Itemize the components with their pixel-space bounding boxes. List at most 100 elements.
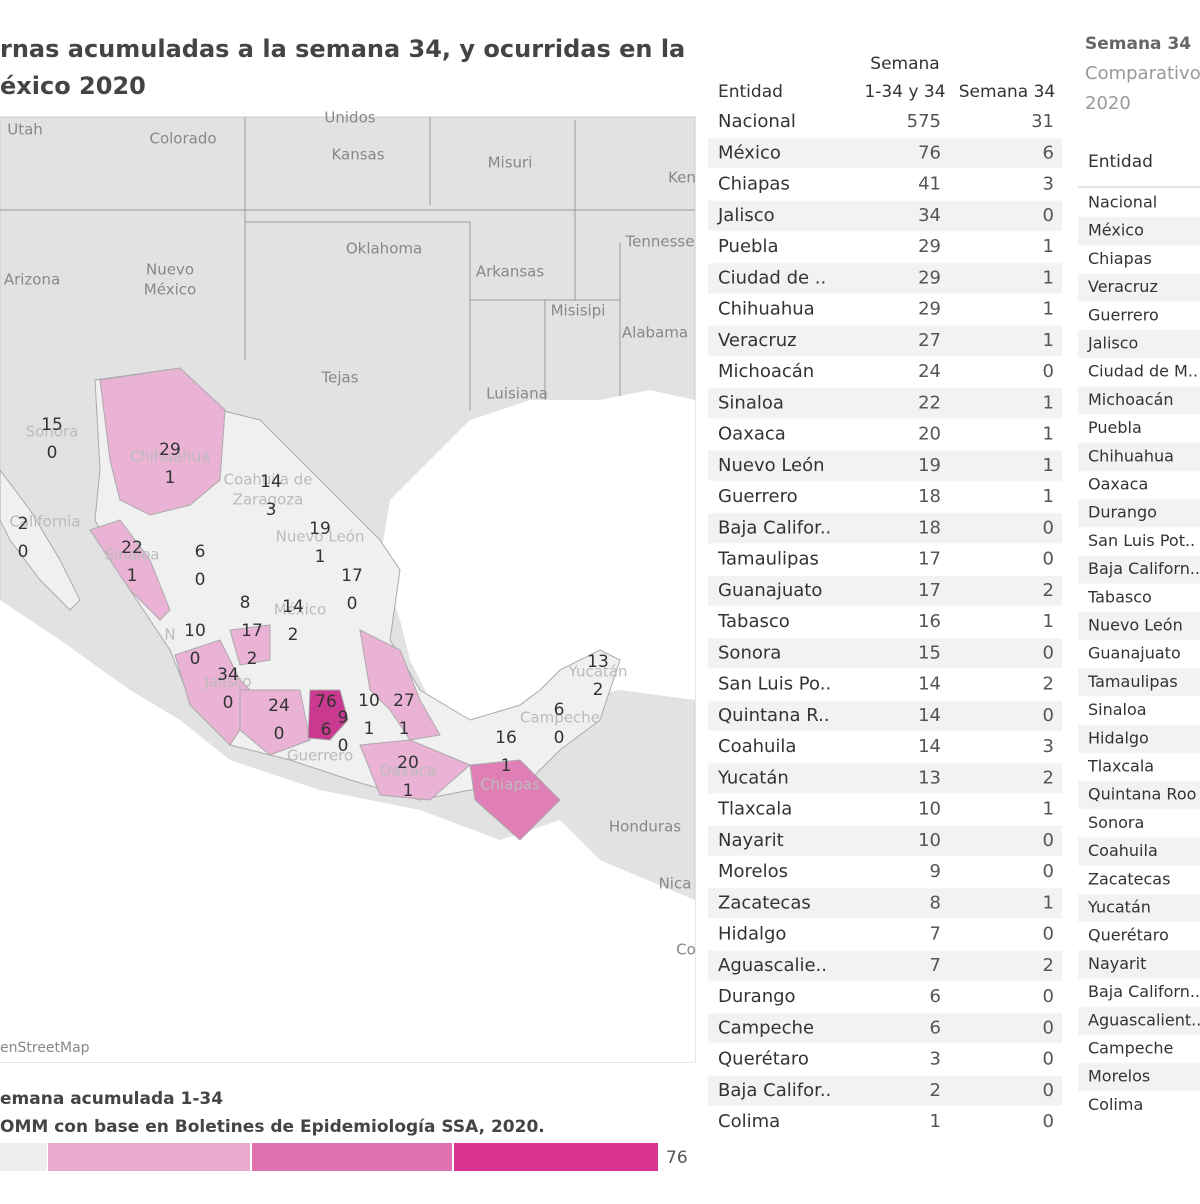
cell: Nuevo León: [1088, 616, 1183, 635]
cell: 41: [918, 174, 941, 195]
cell: 0: [1043, 830, 1054, 851]
cell: 575: [907, 111, 941, 132]
cell: Puebla: [718, 236, 778, 257]
cell: Morelos: [718, 861, 788, 882]
place-label: Kansas: [331, 146, 384, 164]
cell: Morelos: [1088, 1067, 1150, 1086]
state-week: 6: [321, 720, 332, 740]
cell: Jalisco: [717, 205, 775, 226]
state-week: 0: [274, 724, 285, 744]
row-band: [708, 575, 1062, 606]
state-week: 2: [247, 649, 258, 669]
row-band: [708, 450, 1062, 481]
row-band: [708, 325, 1062, 356]
cell: 0: [1043, 549, 1054, 570]
cell: Nayarit: [1088, 954, 1146, 973]
title: rnas acumuladas a la semana 34, y ocurri…: [0, 35, 685, 63]
cell: 2: [930, 1080, 941, 1101]
cell: 13: [918, 767, 941, 788]
row-band: [1078, 781, 1200, 810]
cell: Oaxaca: [718, 424, 786, 445]
row-band: [708, 763, 1062, 794]
place-label: Coahuila de: [224, 471, 313, 489]
cell: 1: [930, 1111, 941, 1132]
state-week: 0: [18, 542, 29, 562]
table2-subtitle: Comparativo: [1085, 63, 1200, 84]
place-label: Co: [676, 941, 696, 959]
row-band: [1078, 668, 1200, 697]
state-week: 1: [165, 468, 176, 488]
row-band: [1078, 950, 1200, 979]
cell: 1: [1043, 236, 1054, 257]
cell: Hidalgo: [1088, 728, 1149, 747]
cell: Chiapas: [718, 174, 790, 195]
row-band: [1078, 330, 1200, 358]
row-band: [708, 638, 1062, 669]
place-label: Oklahoma: [346, 240, 422, 258]
place-label: México: [144, 281, 196, 299]
cell: Campeche: [718, 1017, 814, 1038]
row-band: [708, 1013, 1062, 1044]
cell: 0: [1043, 861, 1054, 882]
state-total: 22: [121, 538, 143, 558]
cell: 29: [918, 236, 941, 257]
header: Semana: [870, 54, 939, 74]
cell: Veracruz: [1088, 277, 1158, 296]
cell: Durango: [1088, 503, 1157, 522]
source: OMM con base en Boletines de Epidemiolog…: [0, 1117, 545, 1137]
state-total: 34: [217, 665, 239, 685]
cell: Tlaxcala: [717, 799, 792, 820]
cell: Chihuahua: [1088, 446, 1174, 465]
cell: 0: [1043, 705, 1054, 726]
state-week: 0: [190, 649, 201, 669]
row-band: [1078, 273, 1200, 302]
cell: México: [1088, 221, 1144, 240]
place-label: Chihuahua: [130, 448, 211, 466]
cell: Aguascalient..: [1088, 1010, 1200, 1029]
legend-max: 76: [666, 1148, 688, 1168]
place-label: México: [274, 601, 326, 619]
row-band: [1078, 894, 1200, 922]
state-week: 3: [266, 500, 277, 520]
cell: Baja Californ..: [1088, 982, 1200, 1001]
cell: Sonora: [1088, 813, 1144, 832]
table2-subtitle: 2020: [1085, 93, 1131, 114]
place-label: Alabama: [622, 324, 688, 342]
cell: 6: [930, 986, 941, 1007]
row-band: [1078, 217, 1200, 246]
map-attribution: enStreetMap: [0, 1040, 90, 1056]
cell: Ciudad de M..: [1088, 362, 1198, 381]
cell: Jalisco: [1087, 334, 1138, 353]
cell: 16: [918, 611, 941, 632]
cell: Hidalgo: [718, 924, 786, 945]
state-total: 24: [268, 696, 290, 716]
cell: Chiapas: [1088, 249, 1152, 268]
state-total: 6: [195, 542, 206, 562]
cell: 18: [918, 486, 941, 507]
cell: 0: [1043, 642, 1054, 663]
row-band: [708, 263, 1062, 294]
header: Entidad: [718, 82, 783, 102]
row-band: [1078, 555, 1200, 584]
cell: Oaxaca: [1088, 475, 1148, 494]
state-week: 2: [288, 625, 299, 645]
row-band: [1078, 837, 1200, 866]
us-borders: [0, 117, 695, 410]
cell: Zacatecas: [1088, 869, 1170, 888]
cell: 10: [918, 799, 941, 820]
title: éxico 2020: [0, 72, 146, 100]
state-week: 0: [195, 570, 206, 590]
cell: Nacional: [1088, 193, 1157, 212]
cell: 2: [1043, 767, 1054, 788]
cell: San Luis Po..: [718, 674, 831, 695]
cell: Zacatecas: [718, 892, 811, 913]
pacific-ocean: [0, 600, 695, 1062]
cell: Baja Califor..: [718, 517, 831, 538]
cell: Michoacán: [718, 361, 814, 382]
cell: Guanajuato: [1088, 644, 1181, 663]
place-label: Chiapas: [480, 776, 540, 794]
legend-title: emana acumulada 1-34: [0, 1089, 223, 1109]
row-band: [708, 888, 1062, 919]
state-week: 0: [47, 443, 58, 463]
